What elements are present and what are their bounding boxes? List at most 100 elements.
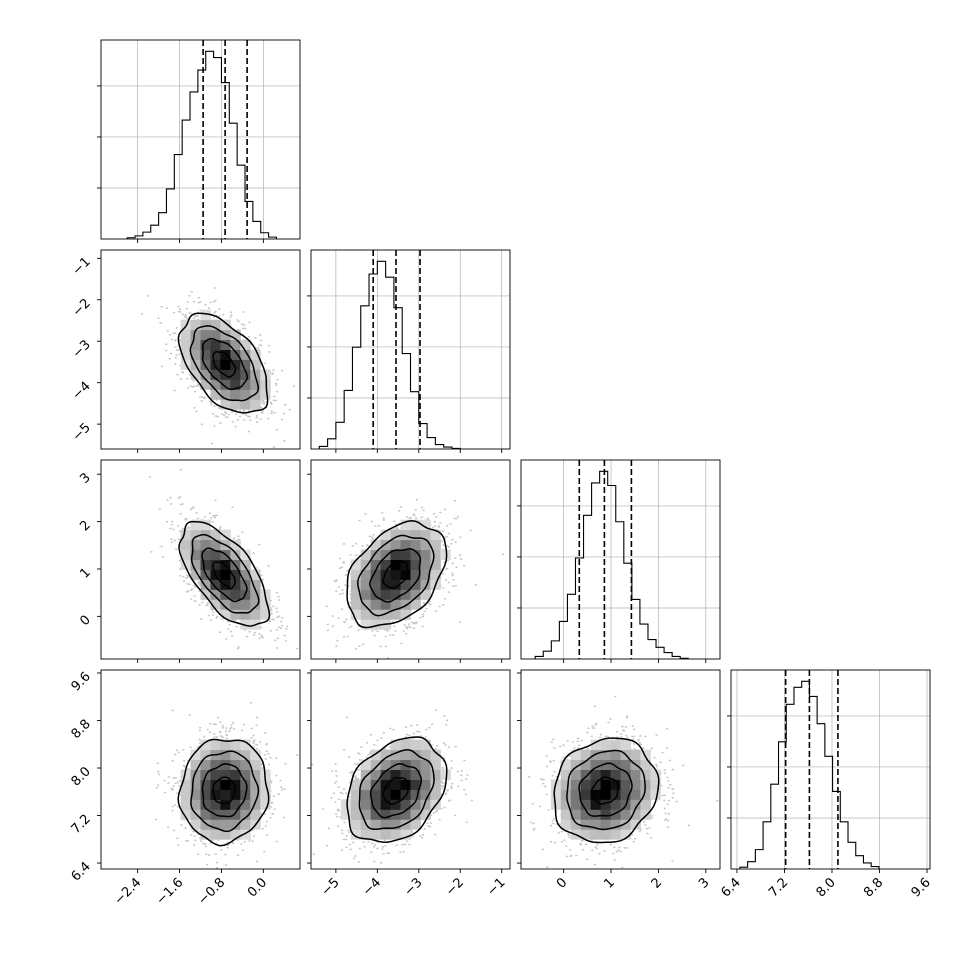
density-cell	[400, 559, 411, 570]
density-cell	[210, 579, 221, 590]
density-cell	[350, 809, 362, 820]
density-cell	[410, 799, 421, 810]
density-cell	[190, 749, 201, 761]
density-cell	[390, 589, 402, 600]
density-cell	[430, 539, 441, 551]
density-cell	[200, 829, 211, 840]
density-cell	[210, 829, 221, 840]
x-tick-label: 2	[649, 875, 665, 891]
density-cell	[220, 739, 231, 751]
density-cell	[430, 549, 441, 560]
x-tick-label: −4	[360, 875, 384, 899]
density-cell	[620, 819, 631, 830]
density-cell	[210, 319, 221, 331]
contour-line	[177, 738, 270, 847]
density-cell	[370, 749, 382, 761]
density-cell	[620, 759, 631, 770]
density-cell	[210, 339, 221, 350]
density-cell	[190, 799, 201, 810]
density-cell	[390, 749, 402, 761]
histogram-step-0	[126, 50, 277, 239]
density-cell	[220, 529, 231, 541]
density-cell	[360, 599, 372, 610]
density-cell	[200, 369, 211, 380]
density-cell	[380, 559, 392, 570]
hist-frame-3	[730, 669, 931, 870]
density-cell	[420, 579, 431, 590]
contour-line	[212, 350, 237, 378]
density-cell	[580, 799, 592, 810]
density-cell	[650, 769, 661, 780]
density-cell	[220, 589, 231, 600]
density-cell	[620, 829, 631, 840]
density-cell	[190, 539, 201, 551]
density-cell	[570, 749, 582, 761]
density-cell	[390, 779, 402, 790]
density-cell	[370, 539, 382, 551]
density-cell	[360, 779, 372, 790]
density-cell	[360, 589, 372, 600]
density-cell	[400, 769, 411, 780]
x-tick-label: −3	[401, 875, 425, 899]
density-cell	[350, 779, 362, 790]
density-cell	[590, 759, 602, 770]
density-cell	[580, 789, 592, 800]
density-cell	[210, 799, 221, 810]
density-cell	[360, 549, 372, 560]
x-tick-label: −0.8	[195, 875, 228, 908]
density-cell	[410, 589, 421, 600]
density-cell	[190, 349, 201, 360]
density-cell	[240, 559, 251, 570]
y-tick-label: 3	[77, 470, 93, 486]
density-cell	[370, 559, 382, 570]
density-cell	[360, 609, 372, 620]
density-cell	[610, 759, 621, 770]
y-tick-label: −4	[70, 379, 94, 403]
density-cell	[230, 579, 241, 590]
pair-frame-2-3	[520, 669, 721, 870]
density-cell	[190, 559, 201, 570]
density-cell	[380, 749, 392, 761]
y-tick-label: −1	[70, 255, 94, 279]
density-cell	[390, 789, 402, 800]
pair-content	[527, 695, 719, 869]
hist-frame-2	[520, 459, 721, 660]
density-cell	[630, 749, 641, 761]
density-cell	[430, 759, 441, 770]
density-cell	[590, 739, 602, 751]
density-cell	[210, 739, 221, 751]
density-cell	[380, 599, 392, 610]
density-cell	[600, 789, 612, 800]
density-cell	[200, 779, 211, 790]
density-cell	[200, 579, 211, 590]
density-cell	[210, 369, 221, 380]
hist-frame-1	[310, 249, 511, 450]
density-cell	[350, 569, 362, 580]
density-cell	[420, 569, 431, 580]
pair-panel-0-2	[97, 459, 301, 660]
contour-line	[566, 749, 646, 831]
density-cell	[580, 779, 592, 790]
density-cell	[180, 319, 192, 331]
x-tick-label: 1	[601, 875, 617, 891]
density-cell	[400, 599, 411, 610]
hist-panel-2	[517, 459, 721, 660]
hist-frame-0	[100, 39, 301, 240]
density-cell	[360, 579, 372, 590]
density-cell	[390, 819, 402, 830]
pair-content	[311, 709, 474, 864]
density-cell	[240, 379, 251, 390]
density-cell	[240, 569, 251, 580]
contour-line	[590, 776, 620, 805]
density-cell	[640, 809, 651, 820]
density-cell	[420, 809, 431, 820]
density-cell	[610, 829, 621, 840]
pair-content	[325, 498, 505, 659]
density-cell	[380, 809, 392, 820]
density-cell	[200, 549, 211, 560]
density-cell	[360, 759, 372, 770]
density-cell	[380, 609, 392, 620]
density-cell	[240, 779, 251, 790]
contour-line	[212, 561, 236, 590]
density-cell	[210, 589, 221, 600]
